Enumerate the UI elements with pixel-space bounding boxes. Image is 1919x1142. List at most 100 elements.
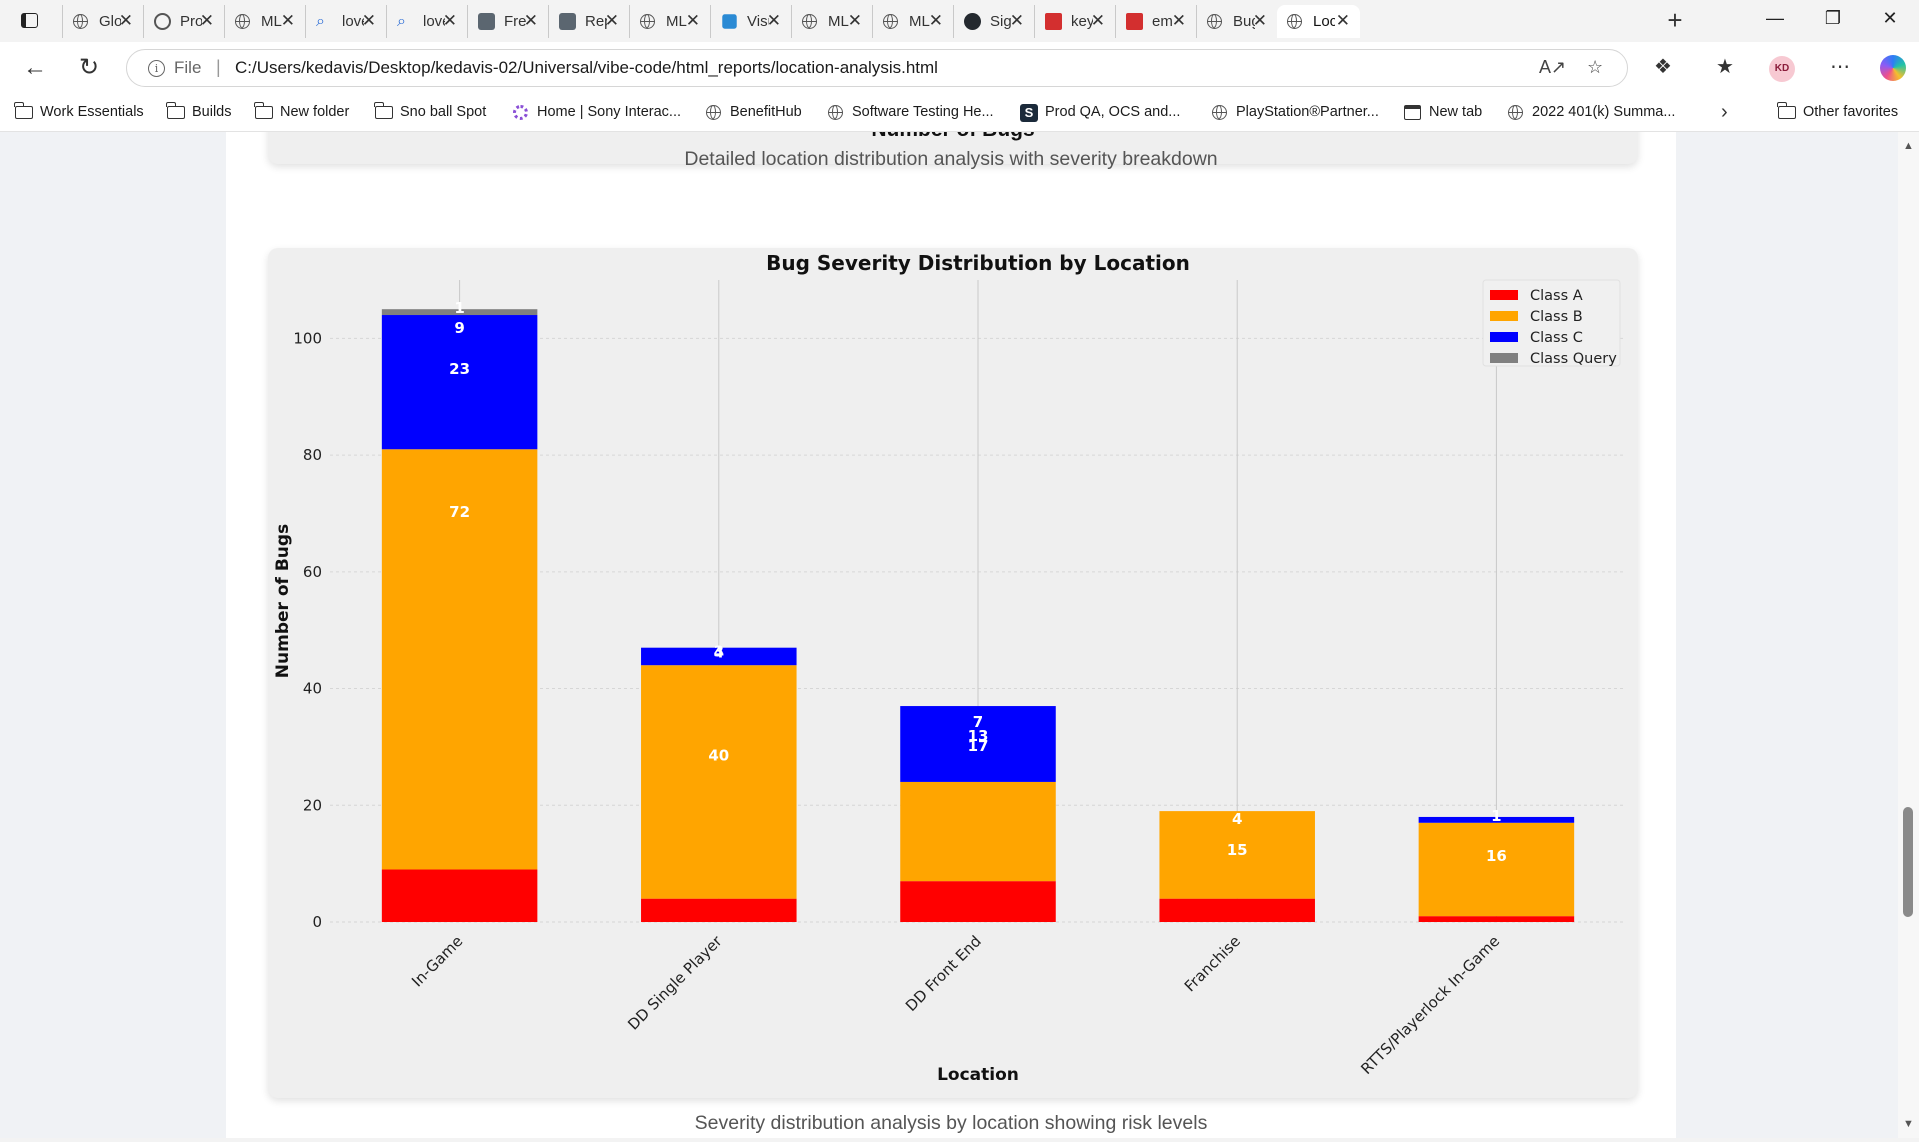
caption-severity-distribution: Severity distribution analysis by locati… bbox=[694, 1112, 1208, 1134]
folder-icon bbox=[1777, 102, 1796, 119]
tab-close-icon[interactable]: ✕ bbox=[1090, 11, 1105, 30]
browser-tab[interactable]: key ✕ bbox=[1034, 5, 1115, 38]
browser-tab[interactable]: ML ✕ bbox=[629, 5, 710, 38]
legend-swatch bbox=[1490, 311, 1518, 321]
tab-close-icon[interactable]: ✕ bbox=[847, 11, 862, 30]
browser-tab[interactable]: ML ✕ bbox=[791, 5, 872, 38]
browser-tab[interactable]: Visu✕ bbox=[710, 5, 791, 38]
github-icon bbox=[964, 13, 981, 30]
folder-icon bbox=[14, 102, 33, 119]
globe-icon bbox=[802, 13, 819, 30]
favorite-label: Prod QA, OCS and... bbox=[1045, 104, 1181, 120]
more-menu-icon[interactable]: ⋯ bbox=[1830, 56, 1850, 78]
search-icon: ⌕ bbox=[316, 13, 325, 30]
bar-segment bbox=[900, 706, 1056, 782]
restore-icon[interactable]: ❐ bbox=[1824, 8, 1842, 28]
scroll-down-arrow-icon[interactable]: ▼ bbox=[1903, 1118, 1914, 1130]
browser-tab[interactable]: Loc ✕ bbox=[1277, 5, 1360, 38]
bar-value-label: 7 bbox=[973, 713, 983, 731]
y-tick-label: 60 bbox=[303, 563, 322, 581]
tab-title: key bbox=[1071, 13, 1093, 30]
browser-tab[interactable]: ML ✕ bbox=[224, 5, 305, 38]
read-aloud-icon[interactable]: A↗ bbox=[1539, 57, 1567, 77]
bar-segment bbox=[641, 647, 797, 666]
browser-toolbar: ← ↻ i File | C:/Users/kedavis/Desktop/ke… bbox=[0, 42, 1919, 94]
browser-tab[interactable]: Free✕ bbox=[467, 5, 548, 38]
tab-close-icon[interactable]: ✕ bbox=[928, 11, 943, 30]
scroll-up-arrow-icon[interactable]: ▲ bbox=[1903, 140, 1914, 152]
tab-close-icon[interactable]: ✕ bbox=[1009, 11, 1024, 30]
address-bar[interactable]: i File | C:/Users/kedavis/Desktop/kedavi… bbox=[126, 49, 1628, 87]
x-tick-label: In-Game bbox=[408, 932, 466, 990]
browser-tab[interactable]: Glo ✕ bbox=[62, 5, 143, 38]
favorite-label: PlayStation®Partner... bbox=[1236, 104, 1379, 120]
tab-close-icon[interactable]: ✕ bbox=[199, 11, 214, 30]
tab-close-icon[interactable]: ✕ bbox=[685, 11, 700, 30]
tab-close-icon[interactable]: ✕ bbox=[1335, 11, 1350, 30]
bar-segment bbox=[381, 309, 538, 316]
extensions-icon[interactable]: ❖ bbox=[1654, 56, 1672, 78]
refresh-icon[interactable]: ↻ bbox=[78, 54, 100, 81]
tab-close-icon[interactable]: ✕ bbox=[118, 11, 133, 30]
favorite-label: Work Essentials bbox=[40, 104, 144, 120]
browser-tab[interactable]: ⌕ love✕ bbox=[305, 5, 386, 38]
x-tick-label: DD Front End bbox=[902, 932, 985, 1015]
app-icon bbox=[559, 13, 576, 30]
page-scrollbar[interactable]: ▲ ▼ bbox=[1898, 132, 1919, 1138]
browser-tab[interactable]: ⌕ love✕ bbox=[386, 5, 467, 38]
favorites-icon[interactable]: ★ bbox=[1716, 56, 1734, 78]
browser-tab[interactable]: ML ✕ bbox=[872, 5, 953, 38]
browser-tab[interactable]: Rep✕ bbox=[548, 5, 629, 38]
legend-swatch bbox=[1490, 353, 1518, 363]
tab-close-icon[interactable]: ✕ bbox=[604, 11, 619, 30]
legend-swatch bbox=[1490, 332, 1518, 342]
tab-close-icon[interactable]: ✕ bbox=[361, 11, 376, 30]
new-tab-button[interactable]: + bbox=[1667, 5, 1683, 35]
s-icon: S bbox=[1020, 104, 1038, 122]
tab-close-icon[interactable]: ✕ bbox=[523, 11, 538, 30]
copilot-icon[interactable] bbox=[1880, 55, 1906, 81]
bar-value-label: 1 bbox=[1491, 807, 1501, 825]
severity-chart-card: Bug Severity Distribution by Location 0 20… bbox=[268, 248, 1638, 1098]
bar-value-label: 17 bbox=[968, 737, 989, 755]
severity-chart: Bug Severity Distribution by Location 0 20… bbox=[273, 251, 1626, 1085]
bar-value-label: 16 bbox=[1486, 847, 1507, 865]
bar-segment bbox=[900, 881, 1056, 922]
tab-close-icon[interactable]: ✕ bbox=[766, 11, 781, 30]
back-arrow-icon[interactable]: ← bbox=[23, 54, 47, 81]
tab-close-icon[interactable]: ✕ bbox=[1252, 11, 1267, 30]
globe-icon bbox=[706, 105, 721, 120]
chevron-right-icon[interactable]: › bbox=[1721, 101, 1728, 123]
tab-close-icon[interactable]: ✕ bbox=[280, 11, 295, 30]
browser-tab[interactable]: Bug✕ bbox=[1196, 5, 1277, 38]
tab-title: Pro bbox=[180, 13, 202, 30]
pdf-icon bbox=[1126, 13, 1143, 30]
tab-title: ML bbox=[909, 13, 930, 30]
profile-avatar[interactable]: KD bbox=[1769, 56, 1795, 82]
bar-value-label: 4 bbox=[714, 644, 724, 662]
tab-close-icon[interactable]: ✕ bbox=[442, 11, 457, 30]
scheme-label: File bbox=[174, 58, 202, 77]
browser-tab[interactable]: Sign✕ bbox=[953, 5, 1034, 38]
browser-tab[interactable]: Pro ✕ bbox=[143, 5, 224, 38]
url-text[interactable]: C:/Users/kedavis/Desktop/kedavis-02/Univ… bbox=[235, 58, 938, 77]
bar-segment bbox=[1418, 816, 1575, 823]
browser-tab[interactable]: em ✕ bbox=[1115, 5, 1196, 38]
globe-icon bbox=[828, 105, 843, 120]
scrollbar-thumb[interactable] bbox=[1903, 807, 1913, 917]
bar-segment bbox=[641, 898, 797, 922]
app-icon bbox=[478, 13, 495, 30]
window-close-icon[interactable]: ✕ bbox=[1882, 8, 1898, 28]
favorite-star-icon[interactable]: ☆ bbox=[1587, 57, 1604, 77]
tab-close-icon[interactable]: ✕ bbox=[1171, 11, 1186, 30]
page-viewport: Number of Bugs Detailed location distrib… bbox=[0, 132, 1898, 1138]
site-info-icon[interactable]: i bbox=[148, 60, 165, 77]
report-container: Number of Bugs Detailed location distrib… bbox=[226, 132, 1676, 1138]
minimize-icon[interactable]: — bbox=[1766, 8, 1784, 28]
tab-actions-menu-icon[interactable] bbox=[16, 9, 46, 33]
y-tick-label: 20 bbox=[303, 796, 322, 814]
bugs-chart-card: Number of Bugs bbox=[268, 132, 1638, 164]
bar-segment bbox=[381, 869, 538, 922]
tab-title: Rep bbox=[585, 13, 607, 30]
pdf-icon bbox=[1045, 13, 1062, 30]
